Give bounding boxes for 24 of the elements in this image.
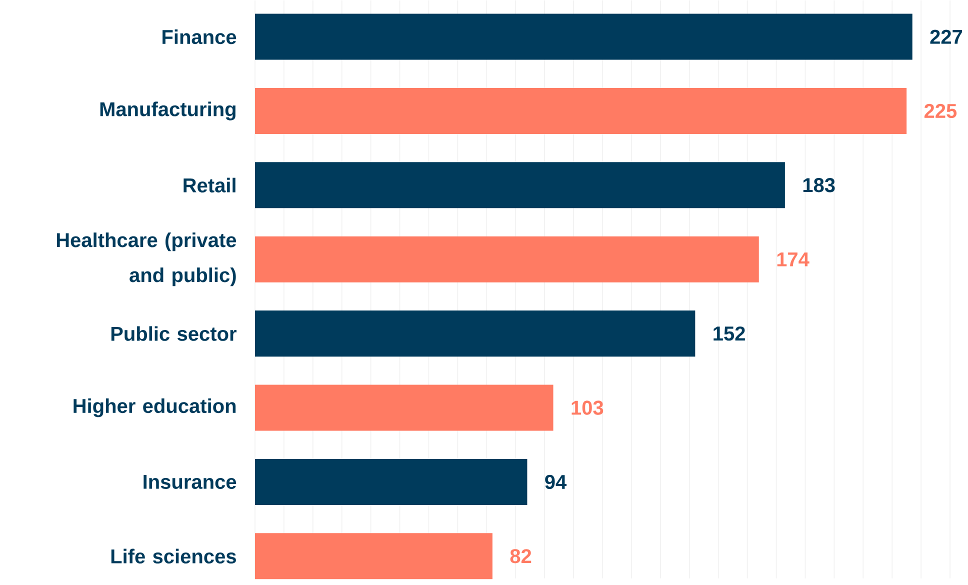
bar <box>255 310 696 356</box>
y-tick-label: Life sciences <box>111 548 236 564</box>
data-label: 152 <box>714 326 745 341</box>
data-label: 225 <box>924 104 957 118</box>
y-tick-label: Finance <box>162 29 236 44</box>
data-label: 94 <box>545 474 567 489</box>
y-tick-label: Healthcare (private and public) <box>56 232 236 286</box>
data-label: 183 <box>803 178 835 192</box>
bar <box>255 162 785 208</box>
bar <box>255 236 759 282</box>
bar <box>255 384 554 431</box>
data-label: 103 <box>572 400 604 415</box>
bar <box>255 533 492 580</box>
y-tick-label: Insurance <box>144 474 236 489</box>
bar <box>255 14 912 60</box>
data-label: 227 <box>930 30 962 44</box>
bar <box>255 458 528 505</box>
y-tick-label: Manufacturing <box>100 101 236 120</box>
y-tick-label: Higher education <box>74 398 236 417</box>
y-tick-label: Public sector <box>111 326 236 341</box>
y-tick-label: Retail <box>184 178 236 192</box>
data-label: 82 <box>510 548 532 564</box>
bar <box>255 88 907 134</box>
data-label: 174 <box>777 252 810 266</box>
